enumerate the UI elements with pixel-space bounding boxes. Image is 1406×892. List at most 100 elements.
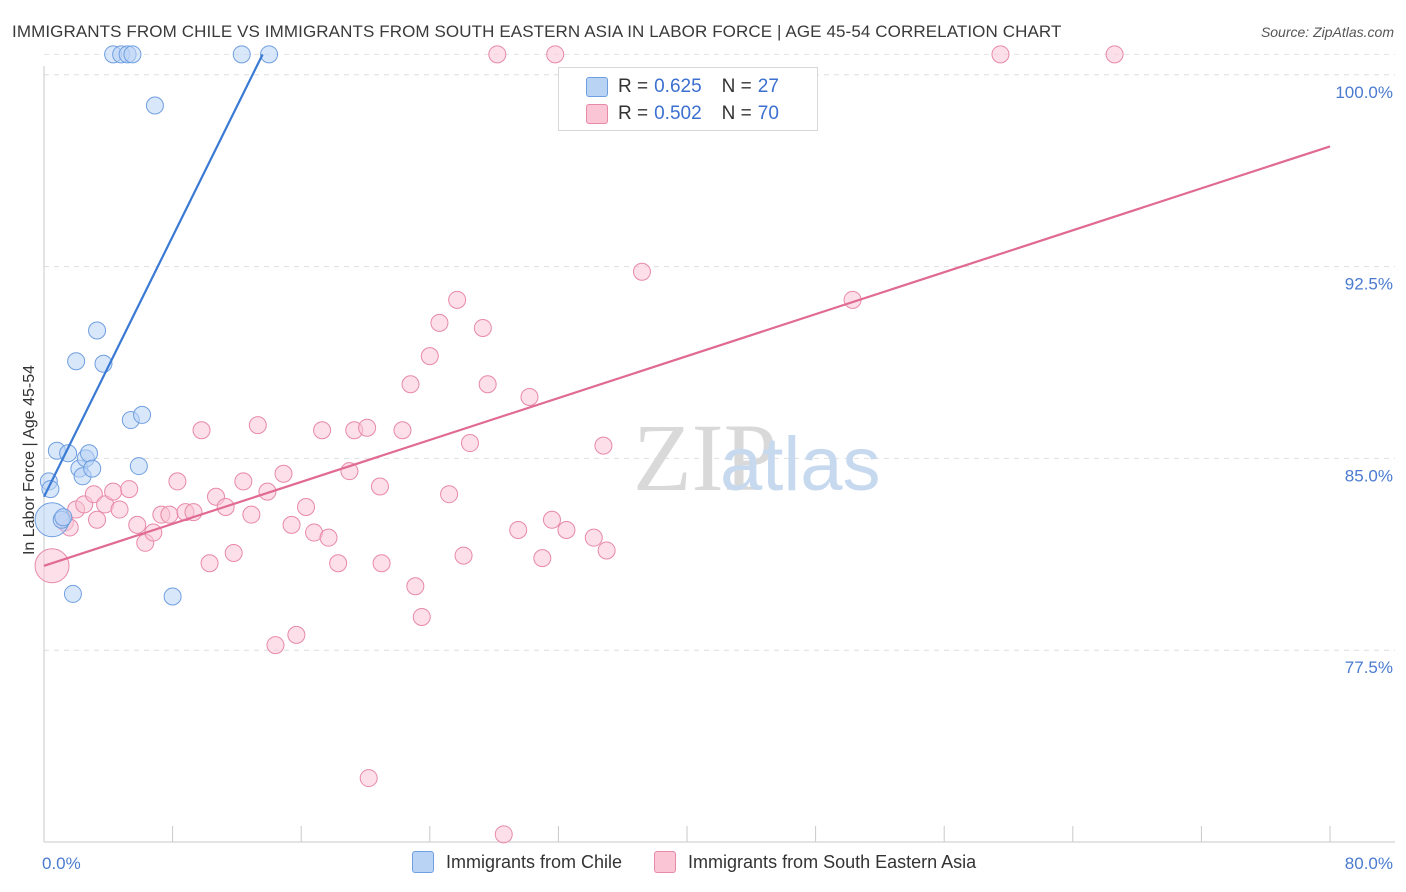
sea-point xyxy=(632,262,651,281)
chile-point xyxy=(83,459,102,478)
chile-point xyxy=(145,96,164,115)
sea-point xyxy=(88,510,107,529)
chile-point xyxy=(129,457,148,476)
legend-item-chile[interactable]: Immigrants from Chile xyxy=(412,851,622,873)
tick-labels: 77.5% 85.0% 92.5% 100.0% 0.0% 80.0% xyxy=(42,83,1393,873)
sea-point xyxy=(84,485,103,504)
sea-point xyxy=(584,528,603,547)
legend-n-value-sea: 70 xyxy=(757,103,779,124)
chart-title: IMMIGRANTS FROM CHILE VS IMMIGRANTS FROM… xyxy=(12,22,1062,41)
sea-point xyxy=(287,625,306,644)
sea-point xyxy=(234,472,253,491)
series-legend: Immigrants from Chile Immigrants from So… xyxy=(412,851,1008,873)
legend-row-chile: R = 0.625 N = 27 xyxy=(559,73,779,101)
sea-point xyxy=(224,544,243,563)
y-tick-label: 100.0% xyxy=(1335,83,1393,102)
sea-point xyxy=(542,510,561,529)
sea-point xyxy=(594,436,613,455)
chile-point xyxy=(123,45,142,64)
sea-point xyxy=(110,500,129,519)
chile-point xyxy=(260,45,279,64)
y-tick-label: 85.0% xyxy=(1345,466,1393,485)
sea-point xyxy=(393,421,412,440)
sea-point xyxy=(509,521,528,539)
chile-point xyxy=(80,444,99,463)
sea-point xyxy=(494,825,513,844)
sea-point xyxy=(266,636,285,655)
sea-point xyxy=(412,607,431,626)
legend-swatch-sea xyxy=(586,104,608,124)
sea-point xyxy=(1105,45,1124,64)
sea-point xyxy=(372,554,391,573)
trend-line-sea xyxy=(43,145,1331,567)
sea-point xyxy=(128,515,147,534)
watermark-zip: ZIP xyxy=(633,404,777,511)
sea-point xyxy=(200,554,219,573)
sea-point xyxy=(533,549,552,568)
sea-point xyxy=(34,548,70,584)
sea-point xyxy=(597,541,616,560)
axes xyxy=(43,66,1395,843)
chile-point xyxy=(133,405,152,424)
chile-point xyxy=(67,352,86,371)
trend-lines xyxy=(43,53,1331,567)
sea-point xyxy=(359,769,378,788)
sea-point xyxy=(192,421,211,440)
y-tick-label: 77.5% xyxy=(1345,658,1393,677)
x-tick-label: 0.0% xyxy=(42,854,81,873)
sea-point xyxy=(420,347,439,366)
sea-point xyxy=(401,375,420,394)
sea-point xyxy=(406,577,425,596)
sea-point xyxy=(440,485,459,504)
sea-point xyxy=(991,45,1010,64)
sea-point xyxy=(282,515,301,534)
sea-point xyxy=(168,472,187,491)
trend-line-chile xyxy=(43,53,264,498)
sea-point xyxy=(274,464,293,483)
legend-r-value-chile: 0.625 xyxy=(654,76,702,97)
legend-swatch-chile xyxy=(412,851,434,873)
series-sea-points xyxy=(34,45,1124,844)
sea-point xyxy=(546,45,565,64)
legend-row-sea: R = 0.502 N = 70 xyxy=(559,100,779,128)
sea-point xyxy=(478,375,497,394)
sea-point xyxy=(258,482,277,501)
sea-point xyxy=(448,290,467,309)
legend-r-label: R = xyxy=(618,76,649,97)
y-axis-label: In Labor Force | Age 45-54 xyxy=(21,365,38,555)
sea-point xyxy=(488,45,507,64)
chile-point xyxy=(232,45,251,64)
legend-item-sea[interactable]: Immigrants from South Eastern Asia xyxy=(654,851,976,873)
watermark-atlas: atlas xyxy=(720,422,881,507)
y-tick-label: 92.5% xyxy=(1345,275,1393,294)
sea-point xyxy=(460,434,479,453)
sea-point xyxy=(297,497,316,516)
chile-point xyxy=(163,587,182,606)
legend-swatch-chile xyxy=(586,77,608,97)
sea-point xyxy=(329,554,348,573)
sea-point xyxy=(313,421,332,440)
sea-point xyxy=(248,416,267,435)
sea-point xyxy=(520,388,539,407)
legend-label-sea: Immigrants from South Eastern Asia xyxy=(688,851,977,872)
chile-point xyxy=(54,508,73,527)
sea-point xyxy=(319,528,338,547)
legend-n-value-chile: 27 xyxy=(757,76,779,97)
sea-point xyxy=(242,505,261,524)
x-tick-label: 80.0% xyxy=(1345,854,1393,873)
legend-r-value-sea: 0.502 xyxy=(654,103,702,124)
sea-point xyxy=(454,546,473,565)
legend-n-label: N = xyxy=(721,76,752,97)
correlation-legend: R = 0.625 N = 27 R = 0.502 N = 70 xyxy=(558,67,818,131)
sea-point xyxy=(473,318,492,337)
sea-point xyxy=(104,482,123,501)
sea-point xyxy=(160,505,179,524)
legend-label-chile: Immigrants from Chile xyxy=(446,851,623,872)
chile-point xyxy=(63,584,82,603)
legend-n-label: N = xyxy=(721,103,752,124)
sea-point xyxy=(358,418,377,437)
series-chile-points xyxy=(34,45,279,606)
legend-swatch-sea xyxy=(654,851,677,873)
sea-point xyxy=(430,313,449,332)
